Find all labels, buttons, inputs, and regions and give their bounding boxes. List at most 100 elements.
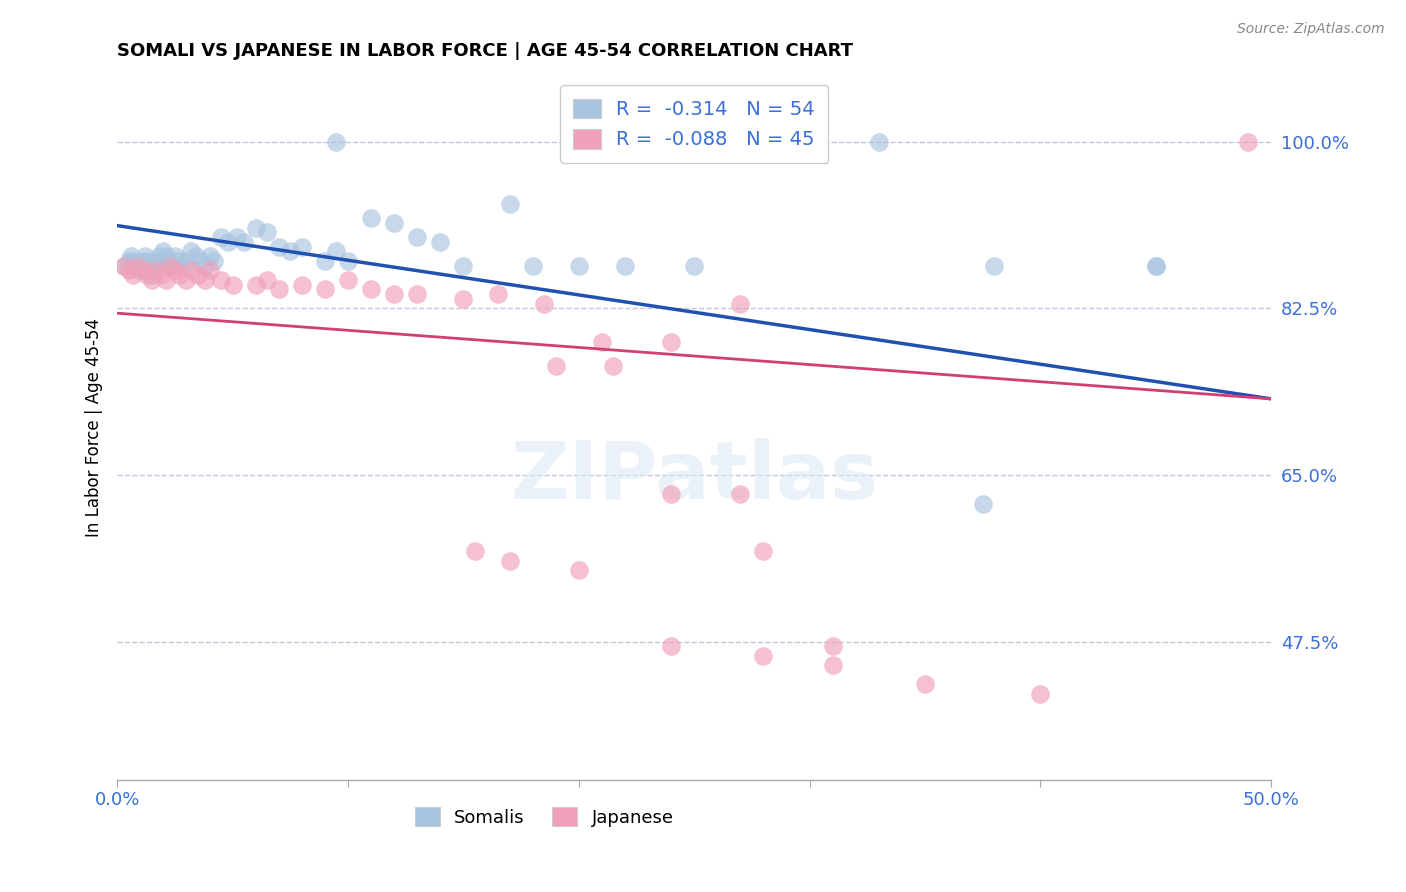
Legend: Somalis, Japanese: Somalis, Japanese xyxy=(408,800,681,834)
Point xyxy=(278,244,301,259)
Point xyxy=(983,259,1005,273)
Point xyxy=(194,273,217,287)
Point xyxy=(141,273,163,287)
Point xyxy=(134,249,156,263)
Point xyxy=(821,640,844,654)
Text: SOMALI VS JAPANESE IN LABOR FORCE | AGE 45-54 CORRELATION CHART: SOMALI VS JAPANESE IN LABOR FORCE | AGE … xyxy=(117,42,853,60)
Point xyxy=(122,253,145,268)
Point xyxy=(325,135,347,149)
Point xyxy=(169,268,191,282)
Point xyxy=(752,544,775,558)
Point xyxy=(752,648,775,663)
Point xyxy=(291,277,314,292)
Y-axis label: In Labor Force | Age 45-54: In Labor Force | Age 45-54 xyxy=(86,318,103,537)
Point xyxy=(382,216,405,230)
Point xyxy=(198,263,221,277)
Point xyxy=(325,244,347,259)
Point xyxy=(155,273,177,287)
Point xyxy=(226,230,249,244)
Point xyxy=(131,263,153,277)
Point xyxy=(143,259,166,273)
Point xyxy=(544,359,567,373)
Point xyxy=(464,544,486,558)
Point xyxy=(406,287,429,301)
Point xyxy=(148,249,170,263)
Point xyxy=(198,249,221,263)
Point xyxy=(112,259,135,273)
Point xyxy=(127,263,149,277)
Point xyxy=(131,253,153,268)
Point xyxy=(972,497,994,511)
Point xyxy=(291,239,314,253)
Point xyxy=(150,253,173,268)
Point xyxy=(256,273,278,287)
Point xyxy=(170,259,193,273)
Point xyxy=(602,359,624,373)
Point xyxy=(141,268,163,282)
Point xyxy=(429,235,451,249)
Point xyxy=(124,259,146,273)
Point xyxy=(120,249,142,263)
Point xyxy=(683,259,706,273)
Point xyxy=(138,259,160,273)
Point xyxy=(256,225,278,239)
Point xyxy=(568,259,591,273)
Point xyxy=(453,259,475,273)
Point xyxy=(821,658,844,673)
Point xyxy=(118,263,141,277)
Point xyxy=(159,259,181,273)
Point xyxy=(613,259,636,273)
Point xyxy=(163,263,186,277)
Point xyxy=(659,334,682,349)
Point xyxy=(129,259,152,273)
Point xyxy=(730,487,752,501)
Point xyxy=(730,296,752,310)
Point xyxy=(267,282,290,296)
Point xyxy=(522,259,544,273)
Point xyxy=(486,287,509,301)
Point xyxy=(533,296,555,310)
Point xyxy=(159,259,181,273)
Point xyxy=(217,235,239,249)
Text: ZIPatlas: ZIPatlas xyxy=(510,438,879,516)
Point xyxy=(591,334,613,349)
Point xyxy=(382,287,405,301)
Point xyxy=(406,230,429,244)
Point xyxy=(194,259,217,273)
Point xyxy=(188,253,211,268)
Point xyxy=(118,253,141,268)
Point xyxy=(176,273,198,287)
Point xyxy=(914,677,936,691)
Point xyxy=(112,259,135,273)
Point xyxy=(314,282,336,296)
Point xyxy=(868,135,890,149)
Point xyxy=(360,282,382,296)
Point xyxy=(245,220,267,235)
Point xyxy=(1029,687,1052,701)
Point xyxy=(136,268,159,282)
Point xyxy=(127,259,149,273)
Point xyxy=(245,277,267,292)
Point xyxy=(1144,259,1167,273)
Point xyxy=(184,249,207,263)
Point xyxy=(176,253,198,268)
Point xyxy=(336,273,359,287)
Point xyxy=(209,230,232,244)
Point xyxy=(1237,135,1260,149)
Point xyxy=(591,135,613,149)
Point xyxy=(152,244,174,259)
Point xyxy=(155,249,177,263)
Point xyxy=(498,554,520,568)
Point xyxy=(187,268,209,282)
Point xyxy=(145,263,167,277)
Point xyxy=(568,563,591,577)
Point xyxy=(136,253,159,268)
Point xyxy=(150,268,173,282)
Point xyxy=(221,277,243,292)
Point xyxy=(267,239,290,253)
Point xyxy=(336,253,359,268)
Point xyxy=(659,487,682,501)
Point xyxy=(1144,259,1167,273)
Point xyxy=(360,211,382,225)
Point xyxy=(209,273,232,287)
